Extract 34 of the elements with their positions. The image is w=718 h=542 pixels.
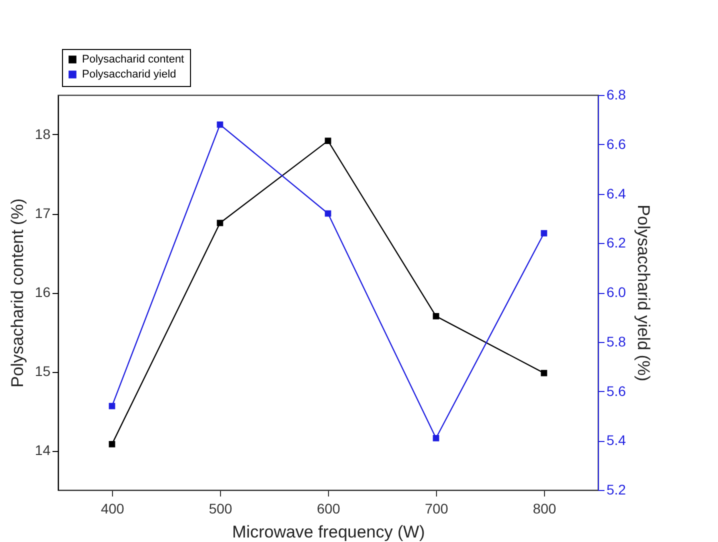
y-tick-label: 14 [34, 442, 51, 458]
legend-label: Polysaccharid yield [82, 68, 176, 80]
x-tick-label: 700 [424, 500, 448, 516]
y2-tick-label: 6.0 [606, 284, 626, 300]
point [108, 441, 116, 448]
point [108, 402, 116, 410]
point [216, 220, 224, 226]
y-axis-title: Polysacharid content (%) [8, 198, 27, 388]
y2-tick-label: 5.6 [606, 382, 626, 399]
y-tick-label: 17 [34, 205, 51, 221]
x-axis-title: Microwave frequency (W) [232, 522, 425, 542]
x-tick-label: 600 [316, 500, 340, 516]
point [540, 370, 548, 376]
point [324, 210, 332, 217]
point [432, 434, 440, 442]
x-tick-label: 500 [208, 500, 232, 516]
y2-tick-label: 5.4 [606, 432, 626, 448]
x-tick-label: 400 [100, 500, 124, 516]
y2-axis-title: Polysaccharid yield (%) [634, 204, 653, 382]
x-tick-label: 800 [532, 500, 556, 516]
y2-tick-label: 6.2 [606, 234, 626, 251]
y-tick-label: 18 [34, 126, 51, 142]
y2-tick-label: 6.8 [606, 86, 626, 102]
y2-tick-label: 6.6 [606, 136, 626, 152]
point [432, 313, 440, 320]
point [540, 230, 548, 236]
legend-label: Polysacharid content [82, 54, 184, 66]
y-tick-label: 16 [34, 284, 51, 300]
y2-tick-label: 5.2 [606, 482, 626, 498]
point [216, 121, 224, 128]
point [324, 138, 332, 144]
y2-tick-label: 6.4 [606, 185, 626, 202]
y2-tick-label: 5.8 [606, 333, 626, 350]
y-tick-label: 15 [34, 363, 51, 379]
